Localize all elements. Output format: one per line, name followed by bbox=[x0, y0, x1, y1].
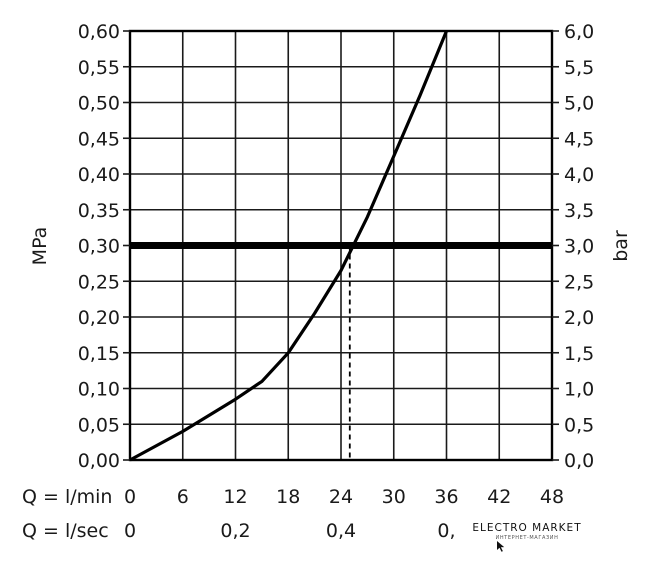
secondary-x-tick-label-0: 0 bbox=[124, 520, 136, 542]
x-tick-label-8: 48 bbox=[540, 486, 564, 508]
secondary-x-tick-label-1: 0,2 bbox=[220, 520, 250, 542]
right-tick-label-6: 3,0 bbox=[564, 236, 594, 258]
left-tick-label-0: 0,00 bbox=[78, 450, 120, 472]
left-tick-label-8: 0,40 bbox=[78, 164, 120, 186]
left-tick-label-7: 0,35 bbox=[78, 200, 120, 222]
left-tick-label-1: 0,05 bbox=[78, 414, 120, 436]
right-tick-label-1: 0,5 bbox=[564, 414, 594, 436]
secondary-x-tick-labels: 0 0,2 0,4 0, bbox=[124, 520, 456, 542]
left-tick-label-2: 0,10 bbox=[78, 379, 120, 401]
right-tick-label-12: 6,0 bbox=[564, 21, 594, 43]
left-axis-label: MPa bbox=[29, 227, 51, 266]
left-tick-label-10: 0,50 bbox=[78, 93, 120, 115]
right-tick-label-5: 2,5 bbox=[564, 271, 594, 293]
secondary-x-tick-label-2: 0,4 bbox=[326, 520, 356, 542]
left-tick-label-4: 0,20 bbox=[78, 307, 120, 329]
right-tick-label-8: 4,0 bbox=[564, 164, 594, 186]
left-tick-label-11: 0,55 bbox=[78, 57, 120, 79]
left-tick-label-9: 0,45 bbox=[78, 128, 120, 150]
cursor-icon bbox=[497, 541, 505, 552]
right-tick-label-11: 5,5 bbox=[564, 57, 594, 79]
x-tick-label-2: 12 bbox=[223, 486, 247, 508]
x-tick-label-5: 30 bbox=[382, 486, 406, 508]
right-axis-label: bar bbox=[610, 230, 632, 262]
right-tick-label-7: 3,5 bbox=[564, 200, 594, 222]
x-tick-label-0: 0 bbox=[124, 486, 136, 508]
watermark-box bbox=[460, 514, 594, 548]
left-tick-label-3: 0,15 bbox=[78, 343, 120, 365]
x-axis-label: Q = l/min bbox=[22, 486, 112, 508]
left-tick-label-6: 0,30 bbox=[78, 236, 120, 258]
series-line-0 bbox=[129, 30, 448, 462]
secondary-x-axis-label: Q = l/sec bbox=[22, 520, 109, 542]
left-tick-label-5: 0,25 bbox=[78, 271, 120, 293]
watermark: ELECTRO MARKET ИНТЕРНЕТ-МАГАЗИН bbox=[460, 514, 594, 552]
x-tick-labels: 0 6 12 18 24 30 36 42 48 bbox=[124, 486, 564, 508]
x-tick-label-4: 24 bbox=[329, 486, 353, 508]
right-tick-label-2: 1,0 bbox=[564, 379, 594, 401]
right-tick-label-3: 1,5 bbox=[564, 343, 594, 365]
watermark-title: ELECTRO MARKET bbox=[472, 522, 581, 534]
x-tick-label-7: 42 bbox=[487, 486, 511, 508]
x-tick-label-6: 36 bbox=[434, 486, 458, 508]
right-tick-labels: 0,0 0,5 1,0 1,5 2,0 2,5 3,0 3,5 4,0 4,5 5,0 5,5 6,0 bbox=[552, 21, 594, 472]
secondary-x-tick-label-3: 0, bbox=[437, 520, 455, 542]
series-layer bbox=[129, 30, 448, 462]
right-tick-label-10: 5,0 bbox=[564, 93, 594, 115]
x-tick-label-1: 6 bbox=[177, 486, 189, 508]
right-tick-label-9: 4,5 bbox=[564, 128, 594, 150]
left-tick-labels: 0,00 0,05 0,10 0,15 0,20 0,25 0,30 0,35 0,40 0,45… bbox=[78, 21, 130, 472]
watermark-subtitle: ИНТЕРНЕТ-МАГАЗИН bbox=[495, 535, 558, 541]
x-tick-label-3: 18 bbox=[276, 486, 300, 508]
right-tick-label-0: 0,0 bbox=[564, 450, 594, 472]
left-tick-label-12: 0,60 bbox=[78, 21, 120, 43]
right-tick-label-4: 2,0 bbox=[564, 307, 594, 329]
